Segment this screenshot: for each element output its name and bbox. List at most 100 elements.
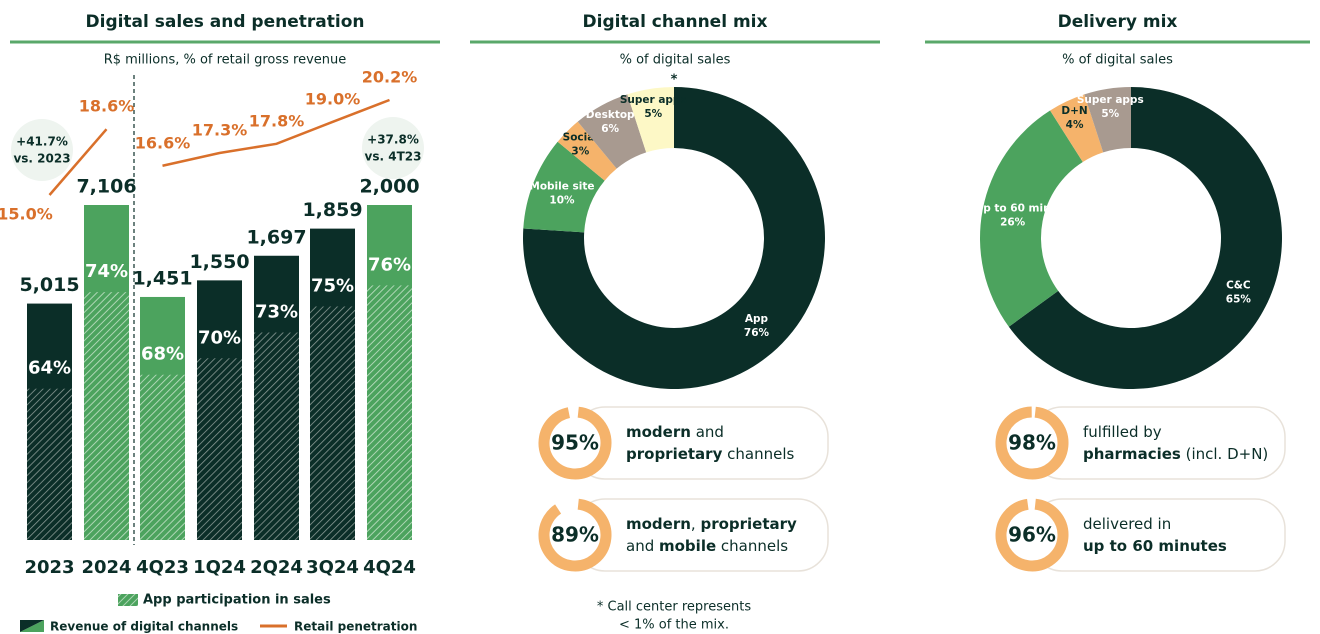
- panel-title: Digital channel mix: [583, 12, 768, 32]
- share-label: 74%: [85, 261, 128, 282]
- ring-track: [544, 504, 606, 566]
- callout-text: modern and: [626, 423, 724, 441]
- donut-slice: [980, 110, 1083, 327]
- category-label: 2023: [24, 557, 74, 578]
- callout-segment: proprietary: [626, 445, 723, 463]
- penetration-label: 17.8%: [249, 111, 305, 130]
- callout-box: [574, 406, 829, 480]
- penetration-label: 17.3%: [192, 120, 248, 139]
- slice-value: 4%: [1066, 119, 1084, 131]
- panel-subtitle: % of digital sales: [1062, 53, 1173, 68]
- callout-box: [1031, 406, 1286, 480]
- bar-value-label: 5,015: [19, 274, 79, 296]
- share-label: 70%: [198, 327, 241, 348]
- callout-segment: ,: [691, 515, 701, 533]
- annotation-note: vs. 4T23: [365, 150, 422, 164]
- callout-segment: modern: [626, 515, 691, 533]
- callout-segment: channels: [716, 537, 788, 555]
- app-share: [310, 306, 355, 540]
- bar-value-label: 1,697: [246, 226, 306, 248]
- bar-value-label: 7,106: [76, 176, 136, 198]
- app-share: [140, 374, 185, 540]
- slice-value: 10%: [549, 195, 575, 207]
- donut-slice: [523, 141, 605, 233]
- category-label: 3Q24: [306, 557, 359, 578]
- panel-subtitle: % of digital sales: [620, 53, 731, 68]
- callout-text: modern, proprietary: [626, 515, 797, 533]
- callout-segment: proprietary: [700, 515, 797, 533]
- penetration-label: 15.0%: [0, 205, 53, 224]
- callout-box: [1031, 498, 1286, 572]
- slice-value: 65%: [1226, 294, 1252, 306]
- slice-label: D+N: [1061, 105, 1087, 117]
- ring-track: [1001, 504, 1063, 566]
- share-label: 76%: [368, 254, 411, 275]
- ring-label: 96%: [1008, 523, 1056, 547]
- callout-text: and mobile channels: [626, 537, 788, 555]
- callout-segment: fulfilled by: [1083, 423, 1162, 441]
- callout-text: delivered in: [1083, 515, 1171, 533]
- callout-segment: up to 60 minutes: [1083, 537, 1227, 555]
- callout-box: [574, 498, 829, 572]
- slice-value: 76%: [744, 327, 770, 339]
- slice-label: Up to 60 min: [975, 202, 1051, 214]
- ring-label: 98%: [1008, 431, 1056, 455]
- ring-track: [544, 412, 606, 474]
- donut-slice: [1008, 87, 1282, 390]
- penetration-label: 18.6%: [79, 97, 135, 116]
- app-share: [254, 332, 299, 540]
- ring-track: [1001, 412, 1063, 474]
- penetration-line: [48, 128, 108, 196]
- donut-slice: [577, 94, 647, 169]
- annotation-note: vs. 2023: [13, 152, 70, 166]
- bar-value-label: 1,451: [132, 267, 192, 289]
- panel-subtitle: R$ millions, % of retail gross revenue: [104, 53, 347, 68]
- annotation-label: +37.8%: [367, 133, 419, 147]
- callout-segment: modern: [626, 423, 691, 441]
- marker: *: [671, 73, 678, 88]
- penetration-label: 19.0%: [305, 89, 361, 108]
- share-label: 73%: [255, 301, 298, 322]
- slice-value: 5%: [644, 108, 662, 120]
- share-label: 64%: [28, 358, 71, 379]
- callout-segment: (incl. D+N): [1181, 445, 1268, 463]
- ring-label: 89%: [551, 523, 599, 547]
- slice-value: 3%: [571, 145, 589, 157]
- category-label: 4Q23: [136, 557, 189, 578]
- callout-text: proprietary channels: [626, 445, 794, 463]
- callout-segment: and: [691, 423, 724, 441]
- legend-label: Revenue of digital channels: [50, 620, 238, 634]
- app-share: [197, 358, 242, 540]
- category-label: 1Q24: [193, 557, 246, 578]
- callout-segment: delivered in: [1083, 515, 1171, 533]
- slice-label: Super apps: [620, 94, 687, 106]
- annotation-bubble: [11, 119, 73, 181]
- callout-text: pharmacies (incl. D+N): [1083, 445, 1268, 463]
- category-label: 2Q24: [250, 557, 303, 578]
- slice-label: Mobile site: [529, 181, 594, 193]
- donut-slice: [1084, 87, 1131, 153]
- callout-segment: pharmacies: [1083, 445, 1181, 463]
- donut-slice: [1050, 94, 1104, 163]
- panel-title: Digital sales and penetration: [86, 12, 365, 32]
- penetration-line: [162, 98, 390, 167]
- category-label: 4Q24: [363, 557, 416, 578]
- donut-slice: [557, 121, 617, 181]
- slice-value: 5%: [1101, 108, 1119, 120]
- bar-value-label: 1,550: [189, 251, 249, 273]
- legend-label: App participation in sales: [143, 593, 331, 608]
- donut-slice: [627, 87, 674, 153]
- callout-segment: mobile: [659, 537, 716, 555]
- penetration-label: 20.2%: [362, 68, 418, 87]
- slice-label: Super apps: [1077, 94, 1144, 106]
- legend-swatch: [118, 594, 138, 606]
- app-share: [27, 388, 72, 540]
- ring-label: 95%: [551, 431, 599, 455]
- slice-value: 6%: [601, 123, 619, 135]
- slice-label: C&C: [1226, 280, 1251, 292]
- callout-text: up to 60 minutes: [1083, 537, 1227, 555]
- callout-segment: and: [626, 537, 659, 555]
- panel-title: Delivery mix: [1058, 12, 1178, 32]
- footnote: < 1% of the mix.: [619, 618, 729, 633]
